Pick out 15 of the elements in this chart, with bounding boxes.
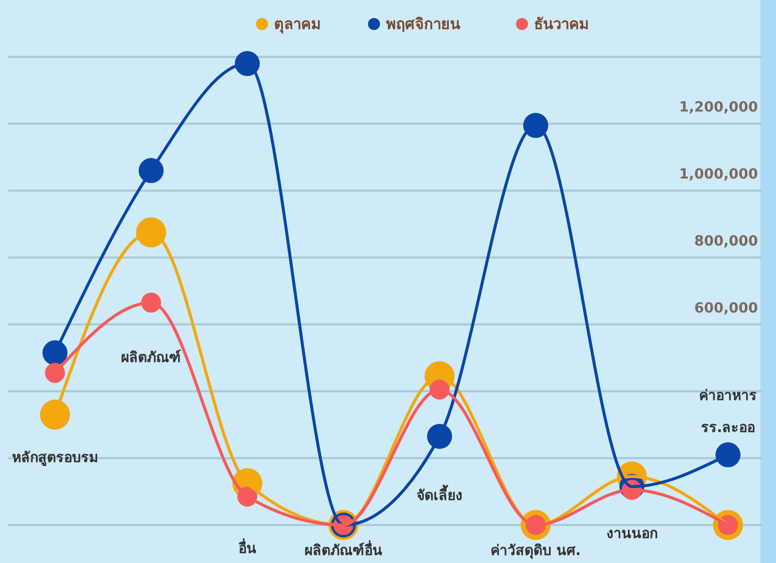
x-tick-label: งานนอก [606,526,658,542]
y-tick-label: 1,000,000 [679,166,758,183]
y-tick-label: 1,200,000 [679,100,758,116]
legend-label: ธันวาคม [534,15,589,33]
legend-label: พฤศจิกายน [386,15,461,33]
y-tick-label: 600,000 [694,300,758,316]
x-tick-label: ผลิตภัณฑ์อื่น [304,540,382,559]
x-tick-label: หลักสูตรอบรม [12,450,98,466]
x-tick-label: จัดเลี้ยง [416,484,463,504]
legend-label: ตุลาคม [274,15,321,34]
x-tick-label: ค่าอาหาร รร.ละออ [699,388,757,436]
y-tick-label: 800,000 [694,233,758,250]
x-tick-label: ผลิตภัณฑ์ [121,349,182,366]
x-tick-label: อื่น [238,538,256,557]
x-tick-label: ค่าวัสดุดิบ นศ. [490,543,581,559]
